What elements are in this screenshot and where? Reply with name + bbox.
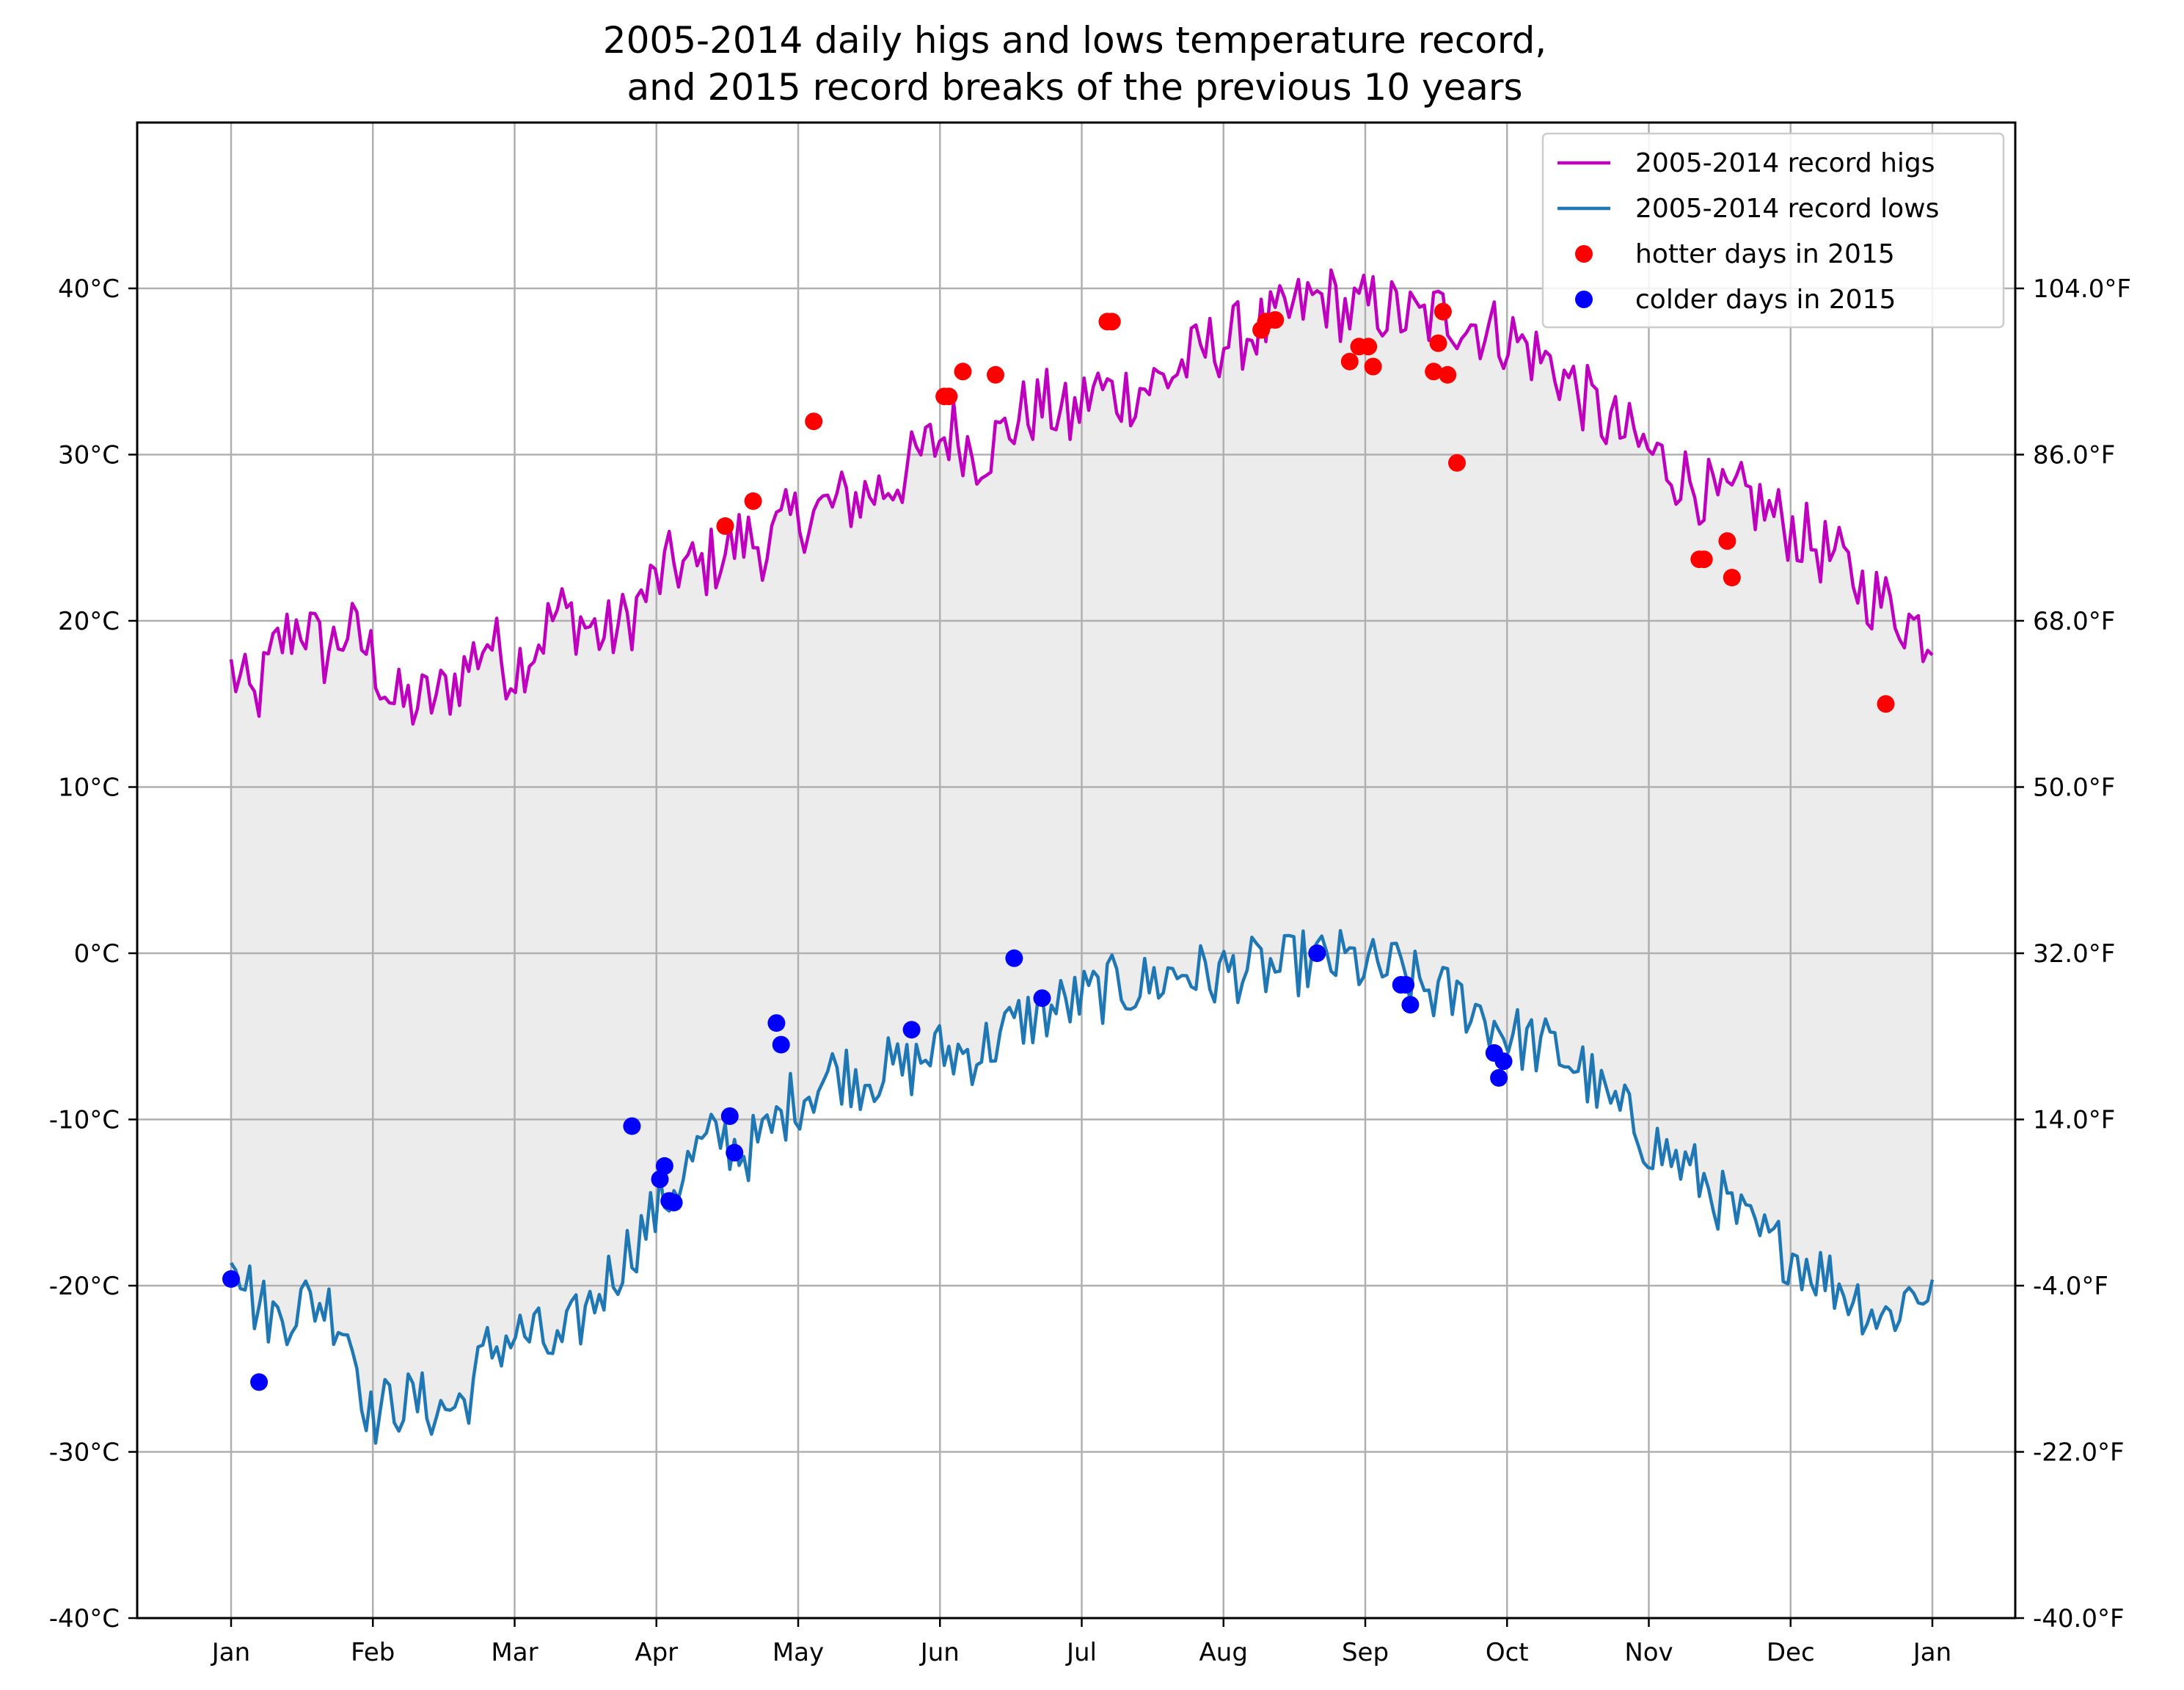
y-tick-label-right: 68.0°F bbox=[2033, 607, 2115, 636]
cold-point bbox=[767, 1014, 786, 1032]
legend-label: 2005-2014 record higs bbox=[1635, 148, 1935, 178]
plot-frame bbox=[136, 121, 2017, 1620]
legend-label: hotter days in 2015 bbox=[1635, 239, 1895, 269]
x-tick-label: Oct bbox=[1486, 1638, 1529, 1667]
cold-point bbox=[726, 1143, 744, 1162]
x-tick-label: Dec bbox=[1767, 1638, 1815, 1667]
cold-point bbox=[720, 1107, 739, 1125]
x-tick-label: Mar bbox=[491, 1638, 538, 1667]
cold-point bbox=[1401, 996, 1420, 1014]
hot-point bbox=[1448, 454, 1466, 472]
hot-point bbox=[1340, 352, 1359, 371]
hot-point bbox=[954, 363, 972, 381]
y-tick-label-left: -30°C bbox=[49, 1438, 120, 1468]
hot-point bbox=[1439, 365, 1457, 384]
y-tick-label-right: 50.0°F bbox=[2033, 773, 2115, 803]
hot-point bbox=[1718, 532, 1736, 550]
cold-point bbox=[665, 1193, 683, 1212]
hot-point bbox=[1429, 334, 1447, 352]
legend-dot-swatch bbox=[1575, 245, 1593, 263]
y-tick-label-left: 30°C bbox=[58, 441, 120, 470]
legend-label: 2005-2014 record lows bbox=[1635, 194, 1939, 224]
cold-point bbox=[623, 1117, 641, 1135]
chart-title-line-1: 2005-2014 daily higs and lows temperatur… bbox=[603, 19, 1546, 62]
cold-point bbox=[651, 1170, 669, 1188]
hot-point bbox=[744, 492, 762, 510]
x-tick-label: Jun bbox=[919, 1638, 960, 1667]
hot-point bbox=[1103, 313, 1121, 331]
y-tick-label-right: 14.0°F bbox=[2033, 1106, 2115, 1135]
series-line-record-highs bbox=[229, 268, 1934, 726]
y-tick-label-left: 0°C bbox=[74, 939, 120, 969]
x-tick-label: Aug bbox=[1199, 1638, 1248, 1667]
hot-point bbox=[1425, 363, 1443, 381]
cold-point bbox=[1397, 976, 1415, 994]
hot-point bbox=[940, 387, 958, 406]
x-tick-label: Feb bbox=[351, 1638, 395, 1667]
hot-point bbox=[1695, 550, 1713, 569]
cold-point bbox=[1033, 989, 1051, 1008]
legend-box bbox=[1541, 132, 2005, 329]
y-tick-label-right: 86.0°F bbox=[2033, 441, 2115, 470]
legend-label: colder days in 2015 bbox=[1635, 285, 1896, 315]
chart-title-line-2: and 2015 record breaks of the previous 1… bbox=[627, 66, 1522, 109]
x-tick-label: Apr bbox=[635, 1638, 678, 1667]
x-tick-label: Jan bbox=[1912, 1638, 1951, 1667]
hot-point bbox=[1359, 338, 1378, 356]
y-tick-label-right: -22.0°F bbox=[2033, 1438, 2125, 1468]
x-tick-label: May bbox=[773, 1638, 824, 1667]
hot-point bbox=[1364, 357, 1382, 376]
cold-point bbox=[1308, 944, 1326, 962]
hot-point bbox=[1434, 302, 1452, 321]
x-tick-label: Jan bbox=[211, 1638, 250, 1667]
cold-point bbox=[655, 1157, 673, 1175]
y-tick-label-left: 40°C bbox=[58, 274, 120, 304]
legend: 2005-2014 record higs 2005-2014 record lo… bbox=[1541, 132, 2005, 329]
y-tick-label-left: -20°C bbox=[49, 1272, 120, 1301]
cold-point bbox=[1494, 1052, 1513, 1071]
series-line-record-lows bbox=[230, 928, 1935, 1445]
y-tick-label-right: 32.0°F bbox=[2033, 939, 2115, 969]
hot-point bbox=[1877, 695, 1895, 713]
hot-point bbox=[716, 517, 734, 535]
legend-dot-swatch bbox=[1575, 291, 1593, 308]
y-tick-label-right: -40.0°F bbox=[2033, 1604, 2125, 1633]
y-tick-label-left: 10°C bbox=[58, 773, 120, 803]
cold-point bbox=[1005, 949, 1023, 967]
cold-point bbox=[222, 1270, 240, 1288]
x-tick-label: Nov bbox=[1624, 1638, 1673, 1667]
hot-point bbox=[1723, 569, 1741, 587]
cold-point bbox=[772, 1035, 790, 1054]
y-tick-label-right: 104.0°F bbox=[2033, 274, 2131, 304]
y-tick-label-left: 20°C bbox=[58, 607, 120, 636]
y-tick-label-right: -4.0°F bbox=[2033, 1272, 2108, 1301]
hot-point bbox=[987, 365, 1004, 384]
cold-point bbox=[250, 1373, 269, 1391]
hot-point bbox=[805, 412, 823, 431]
x-tick-label: Jul bbox=[1065, 1638, 1097, 1667]
cold-point bbox=[1490, 1068, 1508, 1087]
hot-point bbox=[1266, 311, 1285, 329]
cold-point bbox=[902, 1021, 921, 1039]
x-tick-label: Sep bbox=[1342, 1638, 1389, 1667]
y-tick-label-left: -40°C bbox=[49, 1604, 120, 1633]
y-tick-label-left: -10°C bbox=[49, 1106, 120, 1135]
